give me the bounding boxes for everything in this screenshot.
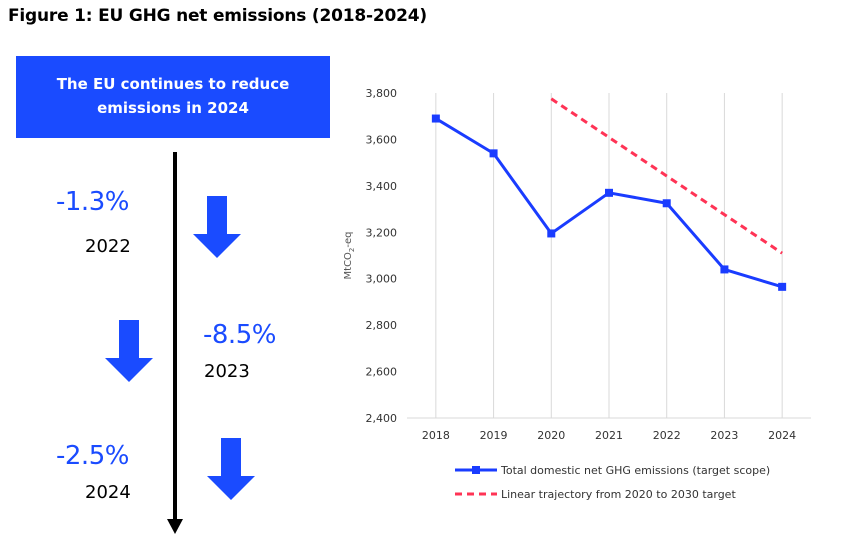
down-arrow-icon-2023 (105, 320, 153, 382)
emissions-line-chart: 2,400 2,600 2,800 3,000 3,200 3,400 3,600 3,800… (343, 87, 811, 501)
y-tick-label: 2,600 (366, 366, 398, 379)
y-tick-label: 2,800 (366, 319, 398, 332)
pct-change-2022: -1.3% (56, 187, 129, 217)
data-point-2023 (720, 265, 729, 274)
year-label-2024: 2024 (85, 482, 131, 503)
x-tick-label-2023: 2023 (710, 429, 738, 442)
x-tick-label-2018: 2018 (422, 429, 450, 442)
y-tick-label: 3,800 (366, 87, 398, 100)
year-label-2023: 2023 (204, 361, 250, 382)
y-tick-label: 3,000 (366, 273, 398, 286)
data-point-2022 (662, 199, 671, 208)
data-point-2019 (489, 149, 498, 158)
data-point-2024 (778, 282, 787, 291)
data-point-2021 (605, 188, 613, 197)
down-arrow-icon-2024 (207, 438, 255, 500)
legend-label: Linear trajectory from 2020 to 2030 targ… (501, 488, 736, 501)
y-axis-label: MtCO2-eq (343, 232, 356, 280)
x-tick-label-2022: 2022 (653, 429, 681, 442)
x-tick-label-2021: 2021 (595, 429, 623, 442)
x-tick-label-2019: 2019 (480, 429, 508, 442)
summary-banner: The EU continues to reduce emissions in … (16, 56, 330, 138)
data-point-2018 (431, 114, 440, 123)
y-tick-label: 2,400 (366, 412, 398, 425)
pct-change-2023: -8.5% (203, 320, 276, 350)
pct-change-2024: -2.5% (56, 441, 129, 471)
down-arrow-icon-2022 (193, 196, 241, 258)
legend-marker-emissions (472, 466, 480, 474)
timeline-arrowhead (167, 519, 183, 534)
banner-line-1: The EU continues to reduce (56, 75, 290, 93)
x-tick-label-2024: 2024 (768, 429, 796, 442)
y-tick-label: 3,200 (366, 226, 398, 239)
y-tick-label: 3,600 (366, 133, 398, 146)
data-point-2020 (547, 229, 556, 238)
y-tick-label: 3,400 (366, 180, 398, 193)
trajectory-line (550, 97, 783, 255)
figure-title: Figure 1: EU GHG net emissions (2018-202… (8, 6, 427, 26)
banner-line-2: emissions in 2024 (97, 99, 249, 117)
year-label-2022: 2022 (85, 236, 131, 257)
legend-label: Total domestic net GHG emissions (target… (500, 464, 770, 477)
x-tick-label-2020: 2020 (537, 429, 565, 442)
timeline-graphic (105, 152, 255, 534)
